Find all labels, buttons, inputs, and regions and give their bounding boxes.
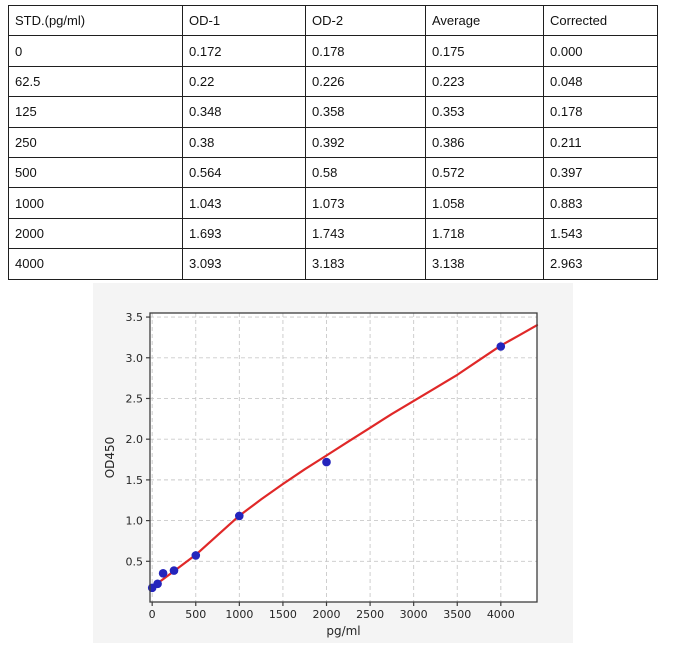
data-point <box>169 566 179 575</box>
data-point <box>158 569 168 578</box>
y-tick-label: 2.5 <box>126 392 144 405</box>
table-cell: 1.043 <box>182 187 306 219</box>
chart-figure: 0 500 1000 1500 2000 2500 3000 3500 4000 0.5 1.0 1.… <box>93 283 573 643</box>
table-cell: 0.348 <box>182 96 306 128</box>
column-header: STD.(pg/ml) <box>8 4 183 37</box>
table-row: 250 0.38 0.392 0.386 0.211 <box>8 126 658 158</box>
table-row: 500 0.564 0.58 0.572 0.397 <box>8 156 658 189</box>
table-cell: 0.175 <box>425 35 544 67</box>
y-tick-label: 2.0 <box>126 433 144 446</box>
table-cell: 250 <box>8 126 183 158</box>
data-point <box>235 511 244 521</box>
table-cell: 3.093 <box>182 248 306 280</box>
y-axis-label: OD450 <box>103 437 117 479</box>
x-tick-label: 0 <box>149 608 156 621</box>
table-row: 0 0.172 0.178 0.175 0.000 <box>8 35 658 67</box>
plot-area <box>150 313 537 602</box>
column-header: OD-1 <box>182 4 306 37</box>
x-tick-label: 1500 <box>269 608 297 621</box>
table-row: 1000 1.043 1.073 1.058 0.883 <box>8 187 658 219</box>
x-tick-label: 2000 <box>313 608 341 621</box>
table-cell: 0.226 <box>305 65 426 98</box>
table-cell: 0.178 <box>543 96 658 128</box>
table-cell: 0.564 <box>182 156 306 189</box>
x-tick-label: 3000 <box>400 608 428 621</box>
table-cell: 3.138 <box>425 248 544 280</box>
table-cell: 0.223 <box>425 65 544 98</box>
table-cell: 125 <box>8 96 183 128</box>
table-cell: 0.178 <box>305 35 426 67</box>
table-cell: 1000 <box>8 187 183 219</box>
table-cell: 0.883 <box>543 187 658 219</box>
table-cell: 62.5 <box>8 65 183 98</box>
table-cell: 0.000 <box>543 35 658 67</box>
table-row: 2000 1.693 1.743 1.718 1.543 <box>8 217 658 250</box>
table-row: 125 0.348 0.358 0.353 0.178 <box>8 96 658 128</box>
table-cell: 1.693 <box>182 217 306 250</box>
table-cell: 0.397 <box>543 156 658 189</box>
table-cell: 0.392 <box>305 126 426 158</box>
table-cell: 0.386 <box>425 126 544 158</box>
y-tick-label: 1.0 <box>126 515 144 528</box>
column-header: Average <box>425 4 544 37</box>
table-cell: 1.718 <box>425 217 544 250</box>
table-cell: 0 <box>8 35 183 67</box>
x-tick-label: 1000 <box>225 608 253 621</box>
y-tick-label: 0.5 <box>126 555 144 568</box>
y-tick-label: 3.0 <box>126 352 144 365</box>
standards-table: STD.(pg/ml) OD-1 OD-2 Average Corrected 0 0.1… <box>8 4 658 280</box>
column-header: OD-2 <box>305 4 426 37</box>
table-cell: 1.743 <box>305 217 426 250</box>
x-tick-label: 3500 <box>443 608 471 621</box>
table-cell: 0.358 <box>305 96 426 128</box>
table-cell: 0.38 <box>182 126 306 158</box>
fit-curve <box>151 324 539 589</box>
table-cell: 4000 <box>8 248 183 280</box>
table-cell: 0.211 <box>543 126 658 158</box>
table-cell: 1.073 <box>305 187 426 219</box>
table-cell: 0.572 <box>425 156 544 189</box>
x-axis-label: pg/ml <box>326 624 360 638</box>
x-tick-label: 2500 <box>356 608 384 621</box>
table-cell: 1.058 <box>425 187 544 219</box>
table-cell: 3.183 <box>305 248 426 280</box>
axis-spine <box>149 312 538 603</box>
y-tick-label: 3.5 <box>126 311 144 324</box>
standard-curve-chart: 0 500 1000 1500 2000 2500 3000 3500 4000 0.5 1.0 1.… <box>103 311 539 638</box>
x-tick-label: 500 <box>185 608 206 621</box>
table-cell: 1.543 <box>543 217 658 250</box>
column-header: Corrected <box>543 4 658 37</box>
data-point <box>322 457 331 467</box>
data-point <box>191 551 201 560</box>
data-point <box>153 579 162 589</box>
table-cell: 0.048 <box>543 65 658 98</box>
x-tick-label: 4000 <box>487 608 515 621</box>
table-cell: 0.172 <box>182 35 306 67</box>
data-point <box>496 342 506 351</box>
table-header-row: STD.(pg/ml) OD-1 OD-2 Average Corrected <box>8 4 658 37</box>
table-cell: 0.58 <box>305 156 426 189</box>
table-cell: 2.963 <box>543 248 658 280</box>
table-row: 4000 3.093 3.183 3.138 2.963 <box>8 248 658 280</box>
y-tick-label: 1.5 <box>126 474 144 487</box>
table-cell: 2000 <box>8 217 183 250</box>
table-row: 62.5 0.22 0.226 0.223 0.048 <box>8 65 658 98</box>
table-cell: 500 <box>8 156 183 189</box>
table-cell: 0.22 <box>182 65 306 98</box>
table-cell: 0.353 <box>425 96 544 128</box>
